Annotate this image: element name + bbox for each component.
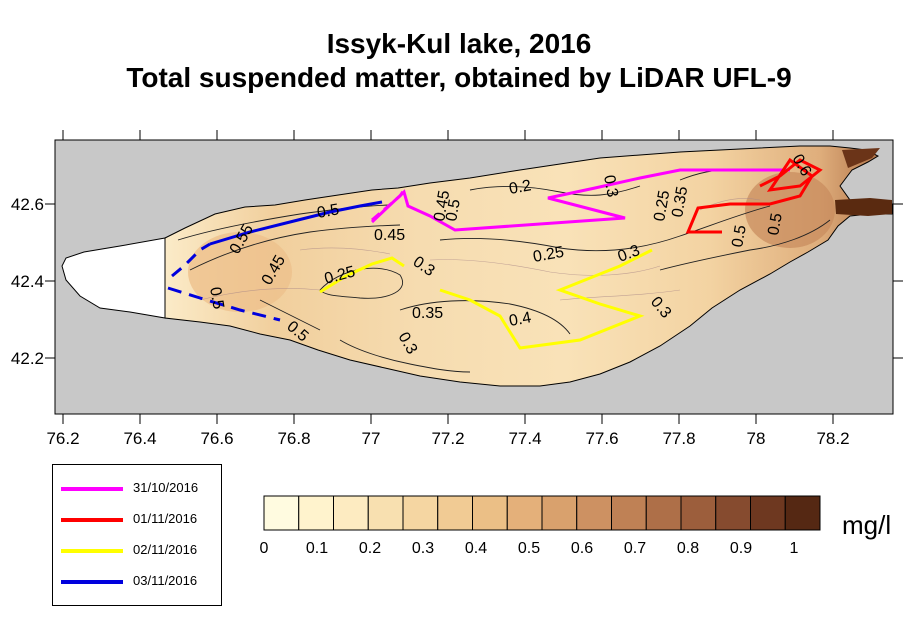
contour-label: 0.45 [374,227,405,244]
contour-label: 0.4 [508,309,533,330]
track-02-11-2016 [319,248,653,350]
contour-label: 0.35 [669,185,691,219]
lake-west-nodata [61,237,166,319]
legend-item: 02/11/2016 [61,541,221,561]
legend-swatch [61,487,123,491]
colorbar-cell [576,495,612,531]
contour-label: 0.5 [206,286,227,311]
y-axis-labels: 42.6 42.4 42.2 [11,195,44,368]
colorbar-label: 0.4 [465,540,487,557]
legend-label: 31/10/2016 [133,480,199,495]
legend-item: 31/10/2016 [61,479,221,499]
contour-label: 0.5 [316,201,341,222]
legend-label: 02/11/2016 [133,542,198,557]
legend-swatch [61,580,123,584]
contour-label: 0.35 [412,305,443,322]
colorbar-cell [402,495,439,531]
colorbar-cell [645,495,682,531]
colorbar-cell [506,495,543,531]
colorbar [263,495,821,531]
legend-label: 03/11/2016 [133,573,198,588]
colorbar-cell [472,495,508,531]
colorbar-label: 0.6 [571,540,593,557]
legend-swatch [61,549,123,553]
x-tick-label: 76.4 [123,429,156,448]
track-legend: 31/10/2016 01/11/2016 02/11/2016 03/11/2… [52,464,222,606]
colorbar-cell [715,495,751,531]
x-tick-label: 76.6 [200,429,233,448]
darker-patch-west [188,232,292,312]
river-mouth [835,198,892,216]
colorbar-label: 0.9 [730,540,752,557]
colorbar-label: 1 [790,540,799,557]
contour-label: 0.25 [532,244,566,266]
colorbar-label: 0.1 [306,540,328,557]
contour-label: 0.45 [431,189,453,223]
contour-label: 0.5 [729,224,750,249]
colorbar-label: 0 [260,540,269,557]
contour-label: 0.2 [508,177,533,198]
contour-label: 0.5 [765,212,786,237]
colorbar-label: 0.2 [359,540,381,557]
x-tick-label: 78 [747,429,766,448]
x-tick-label: 76.2 [46,429,79,448]
y-tick-label: 42.2 [11,349,44,368]
colorbar-cell [367,495,404,531]
legend-item: 01/11/2016 [61,510,221,530]
x-tick-label: 77.4 [508,429,541,448]
colorbar-cell [333,495,369,531]
x-tick-label: 77.8 [662,429,695,448]
colorbar-cell [541,495,578,531]
x-tick-label: 77.6 [585,429,618,448]
colorbar-cell [263,495,300,531]
colorbar-labels: 0 0.1 0.2 0.3 0.4 0.5 0.6 0.7 0.8 0.9 1 [260,540,799,557]
colorbar-cell [750,495,786,531]
x-tick-label: 77.2 [431,429,464,448]
x-axis-labels: 76.2 76.4 76.6 76.8 77 77.2 77.4 77.6 77… [46,429,849,448]
track-31-10-2016 [370,168,790,232]
map-subtitle: Total suspended matter, obtained by LiDA… [126,62,792,93]
contour-label: 0.5 [443,198,464,223]
x-tick-label: 76.8 [277,429,310,448]
contour-lines-faint [199,198,761,301]
y-tick-label: 42.6 [11,195,44,214]
colorbar-cell [784,495,821,531]
x-tick-label: 77 [362,429,381,448]
axis-ticks [45,130,903,424]
contour-label: 0.25 [651,189,673,223]
colorbar-cell [680,495,717,531]
colorbar-label: 0.7 [624,540,646,557]
legend-swatch [61,518,123,522]
colorbar-label: 0.5 [518,540,540,557]
x-tick-label: 78.2 [816,429,849,448]
colorbar-cell [298,495,334,531]
track-03-11-2016 [167,200,383,322]
map-title: Issyk-Kul lake, 2016 [326,28,592,59]
legend-label: 01/11/2016 [133,511,198,526]
contour-label: 0.3 [600,174,621,199]
y-tick-label: 42.4 [11,272,44,291]
contour-label: 0.3 [616,242,643,266]
colorbar-label: 0.8 [677,540,699,557]
river-mouth-north [842,148,880,168]
colorbar-unit: mg/l [842,510,892,540]
colorbar-label: 0.3 [412,540,434,557]
darker-patch-east [745,172,835,248]
legend-item: 03/11/2016 [61,572,221,592]
colorbar-cell [611,495,647,531]
colorbar-cell [437,495,473,531]
track-01-11-2016 [685,157,823,234]
